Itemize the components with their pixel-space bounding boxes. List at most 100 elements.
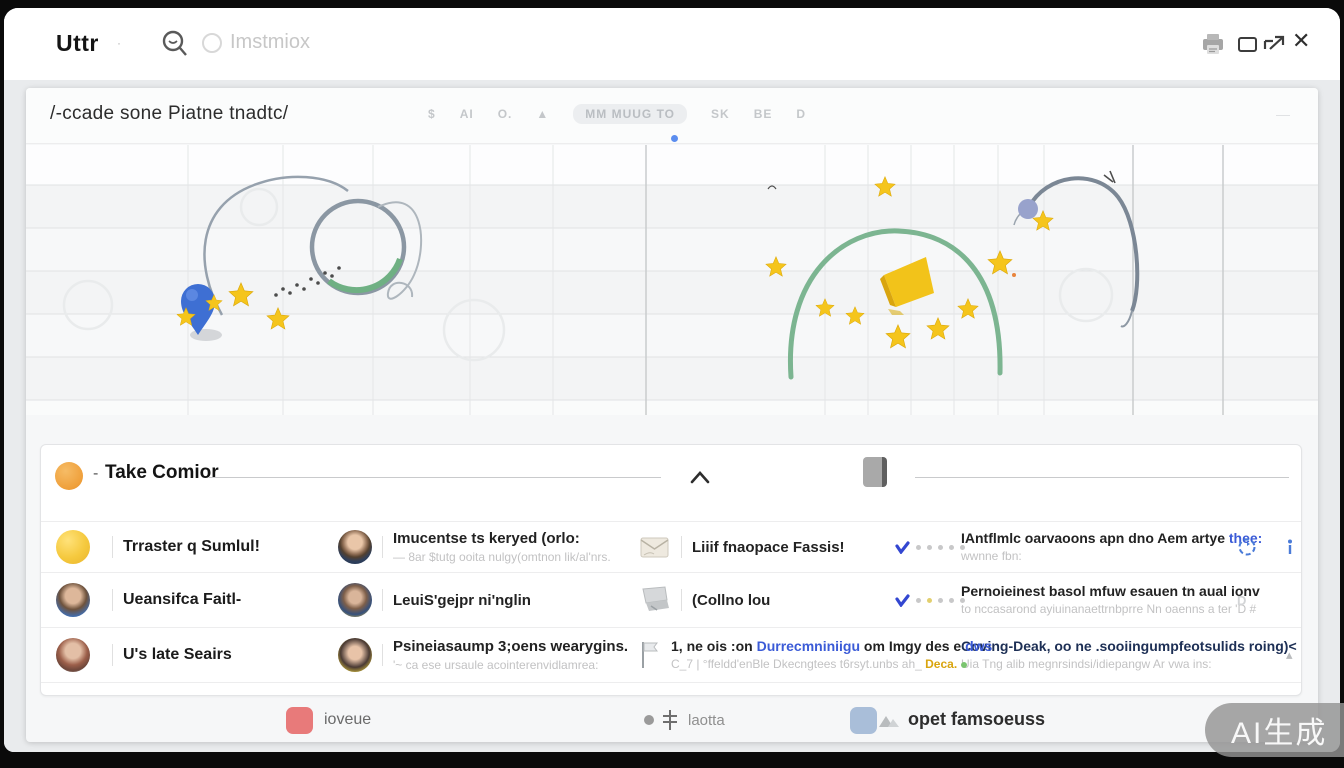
contact-title: Imucentse ts keryed (orlo: bbox=[393, 529, 580, 547]
contact-title: LeuiS'gejpr ni'nglin bbox=[393, 591, 531, 609]
d-badge-icon: D bbox=[1237, 592, 1247, 608]
divider bbox=[915, 477, 1289, 478]
sort-icon[interactable]: ▴ bbox=[1286, 647, 1293, 662]
triangle-icon[interactable]: ▲ bbox=[536, 107, 550, 121]
app-window: Uttr · Imstmiox ✕ /-ccade sone Piatne tn bbox=[4, 8, 1340, 752]
divider bbox=[382, 644, 383, 666]
maximize-button[interactable] bbox=[1238, 37, 1257, 52]
bell-shape bbox=[884, 257, 934, 307]
legend-blue-swatch bbox=[850, 707, 877, 734]
legend-dot bbox=[644, 715, 654, 725]
map-illustration bbox=[26, 145, 1318, 415]
avatar bbox=[338, 583, 372, 617]
ai-icon[interactable]: AI bbox=[459, 107, 474, 121]
page-title: /-ccade sone Piatne tnadtc/ bbox=[50, 103, 289, 124]
logo-mark: · bbox=[117, 36, 121, 50]
avatar bbox=[56, 638, 90, 672]
map-canvas bbox=[26, 145, 1318, 415]
route-left bbox=[203, 175, 349, 316]
footsteps bbox=[274, 266, 341, 297]
item-link[interactable]: Durrecmniniigu bbox=[756, 638, 861, 655]
d-icon[interactable]: D bbox=[796, 107, 807, 121]
legend-bar: ioveue laotta opet famsoeuss bbox=[26, 706, 1318, 738]
close-button[interactable]: ✕ bbox=[1292, 28, 1311, 53]
list-panel: - Take Comior Trraster q Sumlul! bbox=[40, 444, 1302, 696]
avatar bbox=[56, 530, 90, 564]
table-row[interactable]: Trraster q Sumlul! Imucentse ts keryed (… bbox=[41, 521, 1301, 572]
mountain-icon bbox=[879, 716, 899, 727]
avatar bbox=[338, 638, 372, 672]
be-icon[interactable]: BE bbox=[753, 107, 773, 121]
toolbar-icons: $ AI O. ▲ MM MUUG TO SK BE D bbox=[428, 104, 806, 124]
panel-title: Take Comior bbox=[105, 462, 219, 483]
balloon-marker bbox=[1018, 199, 1038, 219]
circle-icon[interactable]: O. bbox=[497, 107, 513, 121]
dollar-icon[interactable]: $ bbox=[428, 107, 436, 121]
mode-pill[interactable]: MM MUUG TO bbox=[573, 104, 688, 124]
item-subtitle-highlight: Deca. bbox=[925, 657, 958, 672]
route-green-arc bbox=[327, 257, 403, 294]
item-subtitle: C_7 | °ffeldd'enBle Dkecngtees t6rsyt.un… bbox=[671, 657, 926, 672]
device-icon[interactable] bbox=[863, 457, 887, 487]
toolbar-right-mark: — bbox=[1276, 106, 1290, 122]
panel-header: - Take Comior bbox=[41, 445, 1301, 521]
status-subtitle: wwnne fbn: bbox=[961, 549, 1022, 564]
item-prefix: 1, ne ois :on bbox=[671, 638, 757, 655]
sk-icon[interactable]: SK bbox=[711, 107, 730, 121]
item-label: Liiif fnaopace Fassis! bbox=[692, 538, 845, 556]
legend-label: laotta bbox=[688, 712, 725, 729]
contact-title: Psineiasaump 3;oens wearygins. bbox=[393, 637, 629, 655]
flag-icon bbox=[642, 642, 658, 668]
status-indicator bbox=[895, 540, 965, 554]
status-title: Coving-Deak, oo ne .sooiingumpfeotsulids… bbox=[961, 638, 1297, 655]
status-title: IAntflmlc oarvaoons apn dno Aem artye bbox=[961, 530, 1229, 547]
avatar bbox=[56, 583, 90, 617]
search-field-icon[interactable] bbox=[202, 33, 222, 53]
check-icon bbox=[895, 593, 910, 607]
table-row[interactable]: Ueansifca Faitl- LeuiS'gejpr ni'nglin bbox=[41, 572, 1301, 627]
status-indicator bbox=[895, 593, 965, 607]
divider bbox=[681, 536, 682, 558]
legend-label: ioveue bbox=[324, 711, 372, 728]
contact-subtitle: — 8ar $tutg ooita nulgy(omtnon lik/al'nr… bbox=[393, 550, 611, 565]
divider bbox=[681, 589, 682, 611]
bookmark-icon[interactable] bbox=[1285, 539, 1295, 555]
legend-label: opet famsoeuss bbox=[908, 709, 1046, 729]
progress-dot bbox=[671, 135, 678, 142]
sync-icon[interactable] bbox=[1237, 537, 1257, 557]
printer-icon[interactable] bbox=[1200, 32, 1226, 56]
avatar bbox=[338, 530, 372, 564]
search-input[interactable]: Imstmiox bbox=[230, 31, 310, 53]
laptop-icon bbox=[642, 586, 669, 611]
item-link2[interactable]: dws bbox=[965, 638, 993, 655]
titlebar: Uttr · Imstmiox ✕ bbox=[4, 8, 1340, 80]
restore-button[interactable] bbox=[1262, 33, 1288, 57]
row-name: Trraster q Sumlul! bbox=[123, 538, 260, 555]
row-name: Ueansifca Faitl- bbox=[123, 591, 242, 608]
check-icon bbox=[895, 540, 910, 554]
status-subtitle: Uia Tng alib megnrsindsi/idiepangw Ar vw… bbox=[961, 657, 1212, 672]
route-right-grey bbox=[1027, 176, 1140, 312]
divider bbox=[112, 536, 113, 558]
contact-subtitle: '~ ca ese ursaule acointerenvidlamrea: bbox=[393, 658, 599, 673]
app-logo: Uttr bbox=[56, 30, 99, 56]
item-label: (Collno lou bbox=[692, 591, 771, 609]
table-row[interactable]: U's late Seairs Psineiasaump 3;oens wear… bbox=[41, 627, 1301, 683]
green-dot bbox=[960, 662, 967, 669]
chevron-up-icon[interactable] bbox=[689, 470, 711, 484]
divider bbox=[382, 536, 383, 558]
search-icon[interactable] bbox=[160, 28, 190, 58]
avatar bbox=[55, 462, 83, 490]
ai-watermark-badge: AI生成 bbox=[1205, 703, 1344, 757]
route-right-green bbox=[787, 228, 1003, 380]
tune-icon[interactable] bbox=[660, 709, 680, 731]
divider bbox=[209, 477, 661, 478]
divider bbox=[112, 644, 113, 666]
divider bbox=[112, 589, 113, 611]
status-title: Pernoieinest basol mfuw esauen tn aual i… bbox=[961, 583, 1260, 600]
scribble-marks bbox=[767, 170, 1116, 190]
legend-red-swatch bbox=[286, 707, 313, 734]
item-mid: om Imgy des e bbox=[860, 638, 966, 655]
main-card: /-ccade sone Piatne tnadtc/ $ AI O. ▲ MM… bbox=[26, 88, 1318, 742]
page-toolbar: /-ccade sone Piatne tnadtc/ $ AI O. ▲ MM… bbox=[26, 88, 1318, 144]
